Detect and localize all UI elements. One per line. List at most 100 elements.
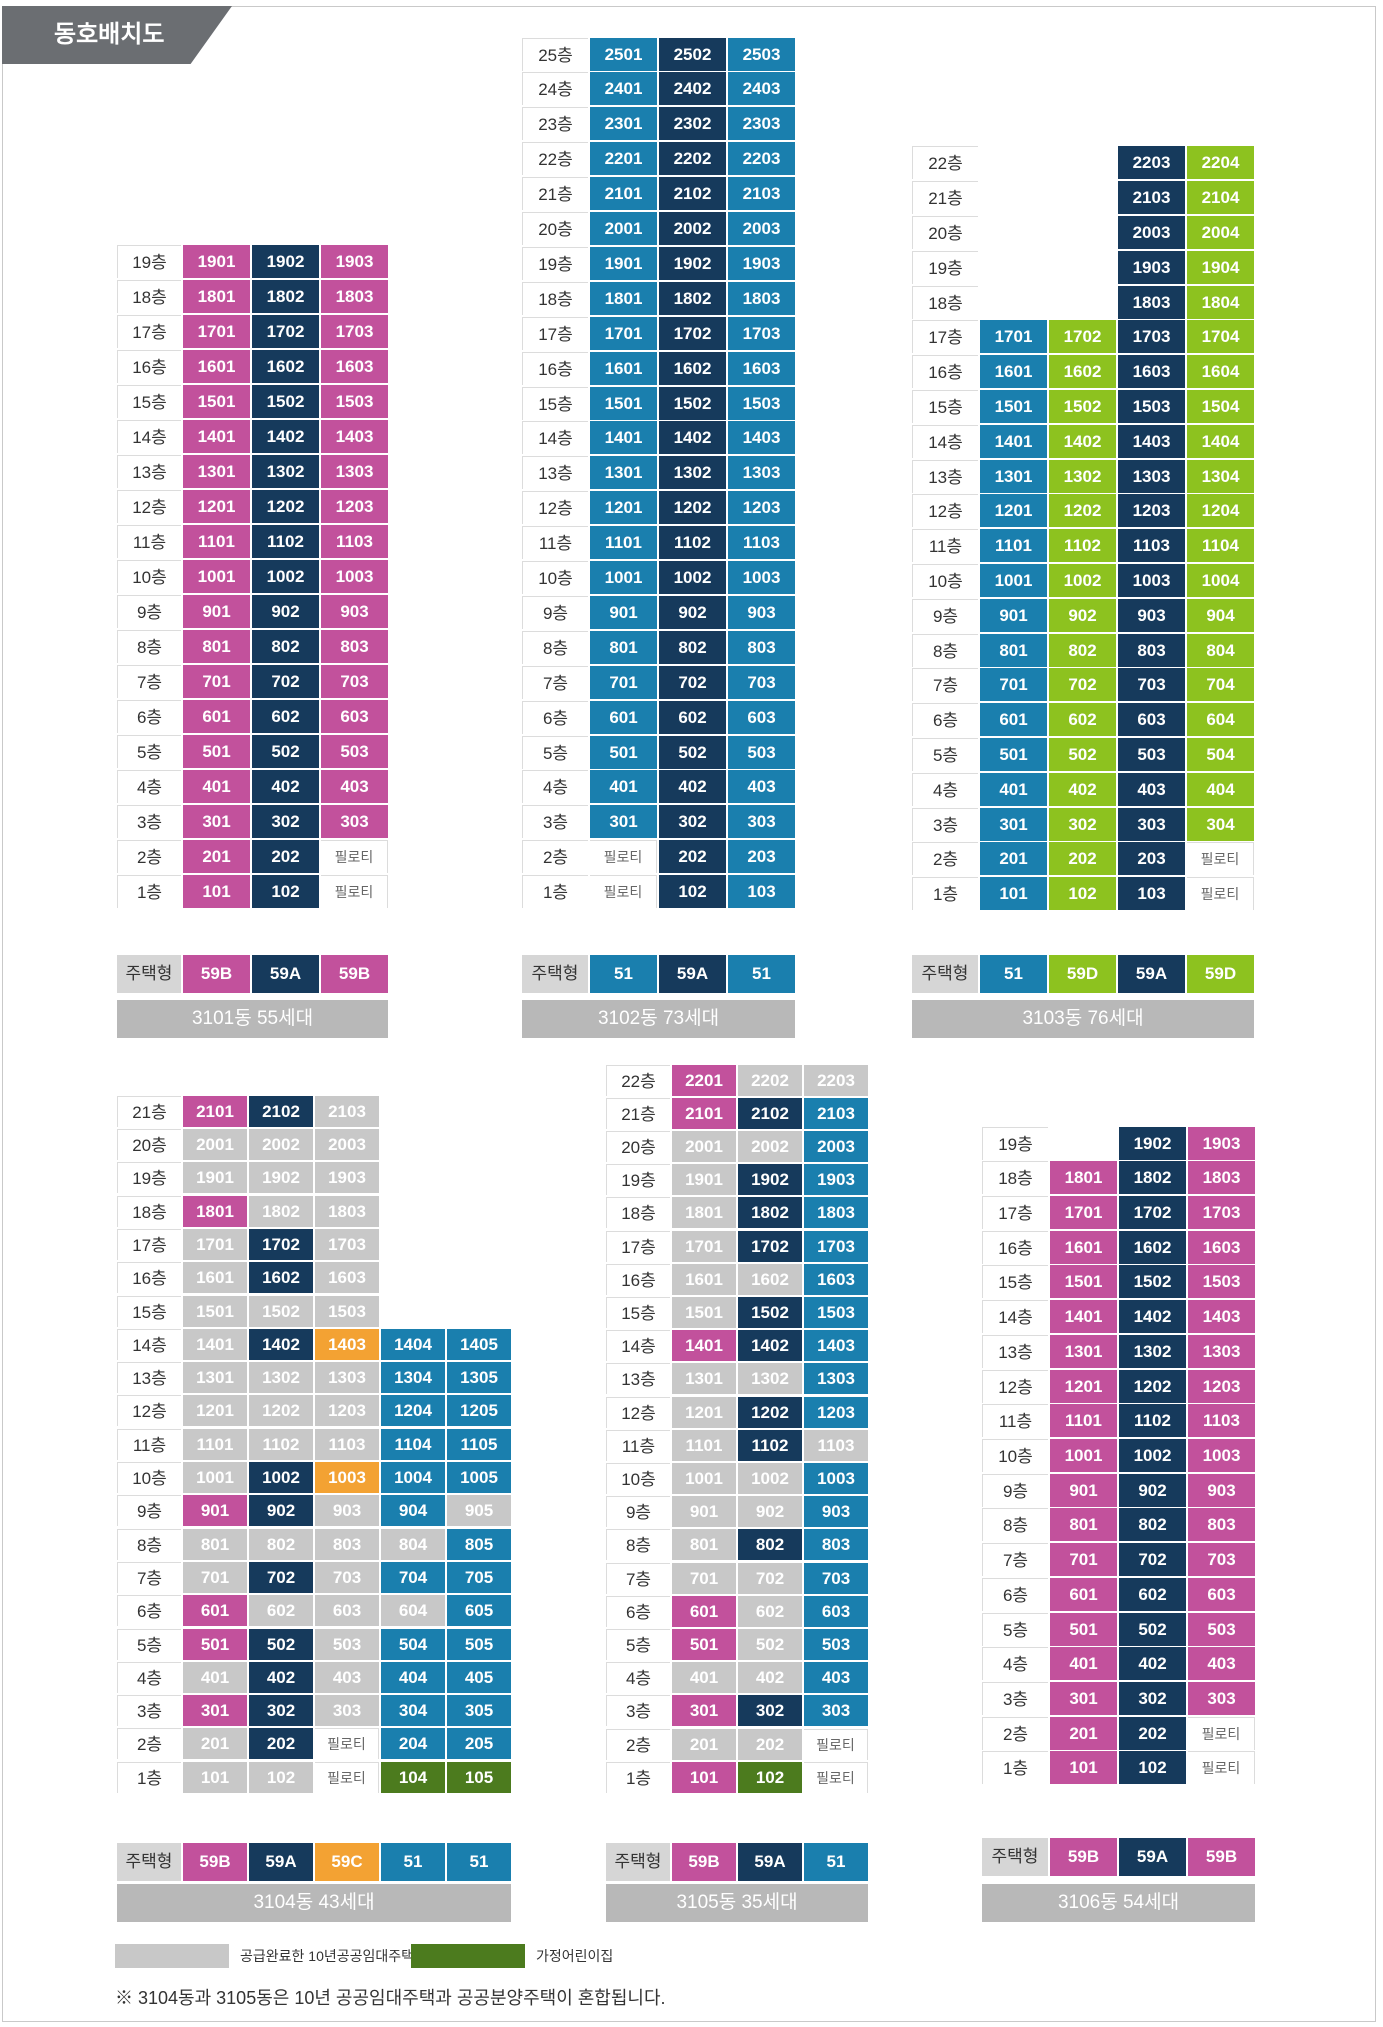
unit-cell[interactable]: 2204 — [1187, 146, 1254, 179]
unit-cell[interactable]: 901 — [590, 596, 657, 629]
unit-cell[interactable]: 1003 — [728, 561, 795, 594]
unit-cell[interactable]: 1401 — [590, 421, 657, 454]
unit-cell[interactable]: 701 — [183, 1562, 247, 1593]
unit-cell[interactable]: 1302 — [1119, 1335, 1186, 1368]
unit-cell[interactable]: 1201 — [672, 1397, 736, 1428]
unit-cell[interactable]: 1003 — [804, 1463, 868, 1494]
unit-cell[interactable]: 1802 — [1119, 1161, 1186, 1194]
unit-cell[interactable]: 1602 — [738, 1264, 802, 1295]
unit-cell[interactable]: 1501 — [1050, 1265, 1117, 1298]
unit-cell[interactable]: 201 — [183, 840, 250, 873]
unit-cell[interactable]: 403 — [315, 1662, 379, 1693]
unit-cell[interactable]: 1103 — [728, 526, 795, 559]
unit-cell[interactable]: 1004 — [381, 1462, 445, 1493]
unit-cell[interactable]: 1402 — [1119, 1300, 1186, 1333]
unit-cell[interactable]: 2001 — [590, 212, 657, 245]
unit-cell[interactable]: 1202 — [1049, 494, 1116, 527]
unit-cell[interactable]: 802 — [249, 1529, 313, 1560]
unit-cell[interactable]: 1403 — [804, 1330, 868, 1361]
unit-cell[interactable]: 1502 — [249, 1296, 313, 1327]
unit-cell[interactable]: 1403 — [321, 420, 388, 453]
unit-cell[interactable]: 201 — [980, 842, 1047, 875]
unit-cell[interactable]: 1304 — [381, 1362, 445, 1393]
unit-cell[interactable]: 705 — [447, 1562, 511, 1593]
unit-cell[interactable]: 1203 — [321, 490, 388, 523]
unit-cell[interactable]: 903 — [321, 595, 388, 628]
unit-cell[interactable]: 1101 — [980, 529, 1047, 562]
unit-cell[interactable]: 1702 — [1119, 1196, 1186, 1229]
unit-cell[interactable]: 1301 — [183, 1362, 247, 1393]
unit-cell[interactable]: 804 — [381, 1529, 445, 1560]
unit-cell[interactable]: 1703 — [1188, 1196, 1255, 1229]
unit-cell[interactable]: 1704 — [1187, 320, 1254, 353]
unit-cell[interactable]: 2002 — [738, 1131, 802, 1162]
unit-cell[interactable]: 603 — [321, 700, 388, 733]
unit-cell[interactable]: 303 — [804, 1695, 868, 1726]
unit-cell[interactable]: 503 — [321, 735, 388, 768]
unit-cell[interactable]: 1301 — [980, 460, 1047, 493]
unit-cell[interactable]: 502 — [1119, 1613, 1186, 1646]
unit-cell[interactable]: 1103 — [321, 525, 388, 558]
unit-cell[interactable]: 1403 — [315, 1329, 379, 1360]
unit-cell[interactable]: 502 — [249, 1629, 313, 1660]
unit-cell[interactable]: 1302 — [738, 1363, 802, 1394]
unit-cell[interactable]: 402 — [252, 770, 319, 803]
unit-cell[interactable]: 1301 — [672, 1363, 736, 1394]
unit-cell[interactable]: 702 — [1119, 1543, 1186, 1576]
unit-cell[interactable]: 1302 — [1049, 460, 1116, 493]
unit-cell[interactable]: 1202 — [1119, 1370, 1186, 1403]
unit-cell[interactable]: 1602 — [1119, 1231, 1186, 1264]
unit-cell[interactable]: 1403 — [1118, 425, 1185, 458]
unit-cell[interactable]: 1401 — [980, 425, 1047, 458]
unit-cell[interactable]: 2202 — [738, 1065, 802, 1096]
unit-cell[interactable]: 1301 — [590, 456, 657, 489]
unit-cell[interactable]: 1601 — [590, 352, 657, 385]
unit-cell[interactable]: 1401 — [183, 1329, 247, 1360]
unit-cell[interactable]: 801 — [1050, 1508, 1117, 1541]
unit-cell[interactable]: 1503 — [315, 1296, 379, 1327]
unit-cell[interactable]: 1603 — [321, 350, 388, 383]
unit-cell[interactable]: 1801 — [1050, 1161, 1117, 1194]
unit-cell[interactable]: 302 — [659, 805, 726, 838]
unit-cell[interactable]: 2001 — [672, 1131, 736, 1162]
unit-cell[interactable]: 101 — [183, 875, 250, 908]
unit-cell[interactable]: 2201 — [590, 142, 657, 175]
unit-cell[interactable]: 1601 — [980, 355, 1047, 388]
unit-cell[interactable]: 302 — [1119, 1682, 1186, 1715]
unit-cell[interactable]: 301 — [980, 808, 1047, 841]
unit-cell[interactable]: 403 — [321, 770, 388, 803]
unit-cell[interactable]: 1603 — [1188, 1231, 1255, 1264]
unit-cell[interactable]: 1103 — [1188, 1404, 1255, 1437]
unit-cell[interactable]: 405 — [447, 1662, 511, 1693]
unit-cell[interactable]: 301 — [590, 805, 657, 838]
unit-cell[interactable]: 1303 — [804, 1363, 868, 1394]
unit-cell[interactable]: 702 — [252, 665, 319, 698]
unit-cell[interactable]: 2101 — [672, 1098, 736, 1129]
unit-cell[interactable]: 2202 — [659, 142, 726, 175]
unit-cell[interactable]: 1303 — [315, 1362, 379, 1393]
unit-cell[interactable]: 1502 — [1049, 390, 1116, 423]
unit-cell[interactable]: 1801 — [183, 280, 250, 313]
unit-cell[interactable]: 1803 — [315, 1196, 379, 1227]
unit-cell[interactable]: 401 — [183, 1662, 247, 1693]
unit-cell[interactable]: 302 — [249, 1695, 313, 1726]
unit-cell[interactable]: 1001 — [672, 1463, 736, 1494]
unit-cell[interactable]: 1701 — [183, 315, 250, 348]
unit-cell[interactable]: 1701 — [1050, 1196, 1117, 1229]
unit-cell[interactable]: 1001 — [183, 1462, 247, 1493]
unit-cell[interactable]: 701 — [590, 666, 657, 699]
unit-cell[interactable]: 2102 — [659, 177, 726, 210]
unit-cell[interactable]: 1701 — [980, 320, 1047, 353]
unit-cell[interactable]: 1702 — [738, 1231, 802, 1262]
unit-cell[interactable]: 1804 — [1187, 286, 1254, 319]
unit-cell[interactable]: 105 — [447, 1762, 511, 1793]
unit-cell[interactable]: 902 — [738, 1496, 802, 1527]
unit-cell[interactable]: 201 — [1050, 1717, 1117, 1750]
unit-cell[interactable]: 1403 — [1188, 1300, 1255, 1333]
unit-cell[interactable]: 2402 — [659, 72, 726, 105]
unit-cell[interactable]: 2401 — [590, 72, 657, 105]
unit-cell[interactable]: 501 — [183, 735, 250, 768]
unit-cell[interactable]: 1301 — [1050, 1335, 1117, 1368]
unit-cell[interactable]: 1103 — [804, 1430, 868, 1461]
unit-cell[interactable]: 603 — [1118, 703, 1185, 736]
